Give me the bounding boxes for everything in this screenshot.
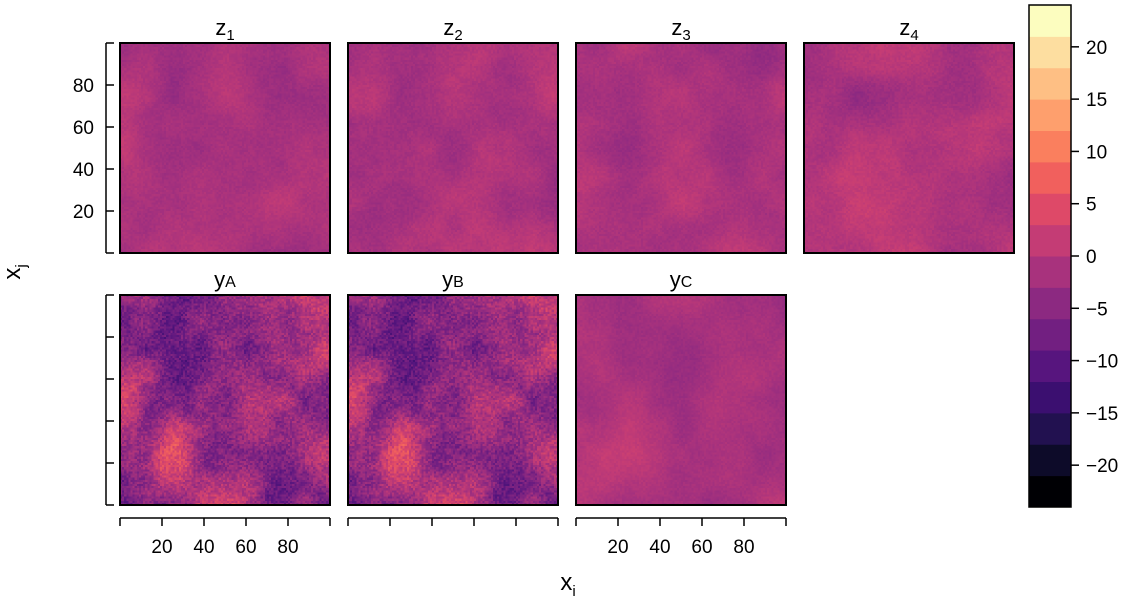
x-axis-label-main: x [560, 569, 572, 596]
heatmap-image [120, 295, 330, 505]
y-tick-label: 20 [73, 202, 94, 223]
colorbar-band [1029, 287, 1071, 320]
colorbar-band [1029, 130, 1071, 163]
colorbar-band [1029, 67, 1071, 100]
colorbar-tick-label: 20 [1086, 38, 1107, 59]
x-tick-label: 60 [235, 537, 256, 558]
colorbar-tick-label: 0 [1086, 247, 1097, 268]
colorbar: −20 −15 −10 −5 0 5 10 15 20 [1028, 4, 1118, 508]
panel-title: yB [442, 267, 464, 292]
x-axis-label-sub: i [572, 583, 575, 600]
x-tick-label: 80 [277, 537, 298, 558]
colorbar-tick-label: −10 [1086, 352, 1118, 373]
panel-frame [347, 42, 559, 254]
colorbar-tick-label: 10 [1086, 142, 1107, 163]
heatmap-image [804, 43, 1014, 253]
panel-frame [803, 42, 1015, 254]
heatmap-image [576, 295, 786, 505]
panel-title-main: z [443, 15, 454, 40]
panel-title-main: z [671, 15, 682, 40]
panel-frame [119, 42, 331, 254]
panel-title-sub: 2 [454, 27, 462, 44]
panel-title-sub: C [681, 274, 693, 291]
panel-frame [119, 294, 331, 506]
panel-title-main: z [899, 15, 910, 40]
colorbar-band [1029, 381, 1071, 414]
colorbar-band [1029, 256, 1071, 288]
x-tick-label: 60 [691, 537, 712, 558]
colorbar-tick-label: 15 [1086, 90, 1107, 111]
panel-title: z4 [899, 15, 918, 44]
colorbar-tick-label: 5 [1086, 195, 1097, 216]
panel-title-sub: A [225, 274, 236, 291]
panel-z3: z3 [575, 15, 787, 254]
y-axis-label-sub: j [13, 264, 30, 268]
colorbar-band [1029, 350, 1071, 382]
panel-title-sub: B [453, 274, 464, 291]
y-axis-row-1: 20 40 60 80 [73, 42, 114, 254]
panel-title: z2 [443, 15, 462, 44]
colorbar-band [1029, 224, 1071, 257]
colorbar-band [1029, 5, 1071, 37]
colorbar-band [1029, 318, 1071, 351]
x-axis-col-1: 20 40 60 80 [119, 517, 331, 558]
panel-title-main: y [214, 267, 225, 292]
x-tick-label: 40 [193, 537, 214, 558]
y-axis-label: xj [0, 264, 30, 279]
heatmap-image [348, 295, 558, 505]
x-tick-label: 20 [607, 537, 628, 558]
y-tick-label: 40 [73, 160, 94, 181]
colorbar-tick-label: −20 [1086, 456, 1118, 477]
heatmap-image [576, 43, 786, 253]
colorbar-band [1029, 36, 1071, 69]
panel-title: z1 [215, 15, 234, 44]
x-tick-label: 80 [733, 537, 754, 558]
panel-yb: yB [347, 267, 559, 506]
panel-z4: z4 [803, 15, 1015, 254]
panel-title: z3 [671, 15, 690, 44]
y-tick-label: 60 [73, 118, 94, 139]
panel-title-main: y [442, 267, 453, 292]
colorbar-band [1029, 161, 1071, 194]
x-tick-label: 40 [649, 537, 670, 558]
heatmap-image [348, 43, 558, 253]
x-tick-label: 20 [151, 537, 172, 558]
colorbar-tick-label: −15 [1086, 404, 1118, 425]
colorbar-band [1029, 193, 1071, 226]
axes: 20 40 60 80 20 40 60 80 20 40 60 80 [73, 42, 787, 558]
panel-yc: yC [575, 267, 787, 506]
heatmap-image [120, 43, 330, 253]
colorbar-band [1029, 99, 1071, 131]
colorbar-band [1029, 444, 1071, 477]
panel-z1: z1 [119, 15, 331, 254]
x-axis-label: xi [560, 569, 575, 600]
panel-z2: z2 [347, 15, 559, 254]
colorbar-band [1029, 475, 1071, 508]
panel-title: yA [214, 267, 236, 292]
y-axis-label-main: x [0, 268, 26, 280]
panel-title-main: y [670, 267, 681, 292]
panel-title-sub: 3 [682, 27, 690, 44]
panel-title-main: z [215, 15, 226, 40]
x-axis-col-3: 20 40 60 80 [575, 517, 787, 558]
panel-title: yC [670, 267, 693, 292]
panel-ya: yA [119, 267, 331, 506]
y-tick-label: 80 [73, 76, 94, 97]
colorbar-band [1029, 412, 1071, 445]
panel-frame [575, 294, 787, 506]
panel-title-sub: 4 [910, 27, 918, 44]
panel-frame [575, 42, 787, 254]
panel-frame [347, 294, 559, 506]
y-axis-row-2 [105, 294, 114, 506]
colorbar-tick-label: −5 [1086, 299, 1108, 320]
x-axis-col-2 [347, 517, 559, 526]
panel-title-sub: 1 [226, 27, 234, 44]
